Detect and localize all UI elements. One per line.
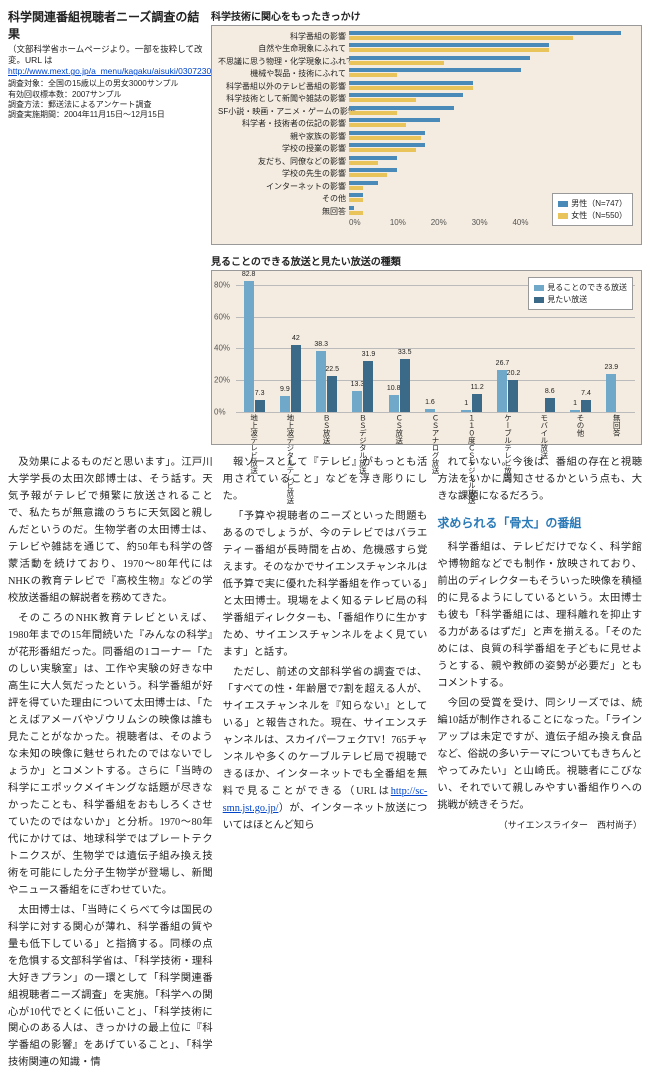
section-heading: 求められる「骨太」の番組 bbox=[437, 514, 642, 534]
chart2: 0%20%40%60%80%82.87.3地上波テレビ放送9.942地上波デジタ… bbox=[211, 270, 642, 445]
byline: （サイエンスライター 西村尚子） bbox=[437, 818, 642, 833]
chart1: 科学番組の影響自然や生命現象にふれて不思議に思う物理・化学現象にふれて機械や製品… bbox=[211, 25, 642, 245]
column-1: 及効果によるものだと思います」。江戸川大学学長の太田次郎博士は、そう話す。天気予… bbox=[8, 455, 213, 1075]
header-subtitle: （文部科学省ホームページより。一部を抜粋して改変。URL は http://ww… bbox=[8, 44, 203, 77]
survey-metadata: 調査対象：全国の15歳以上の男女3000サンプル有効回収標本数：2007サンプル… bbox=[8, 79, 203, 121]
chart2-title: 見ることのできる放送と見たい放送の種類 bbox=[211, 253, 642, 268]
page-title: 科学関連番組視聴者ニーズ調査の結果 bbox=[8, 8, 203, 42]
body-url[interactable]: http://sc-smn.jst.go.jp/ bbox=[223, 786, 428, 814]
article-body: 及効果によるものだと思います」。江戸川大学学長の太田次郎博士は、そう話す。天気予… bbox=[8, 455, 642, 1075]
chart1-title: 科学技術に関心をもったきっかけ bbox=[211, 8, 642, 23]
column-3: れていない。今後は、番組の存在と視聴方法をいかに周知させるかという点も、大きな課… bbox=[437, 455, 642, 1075]
column-2: 報ソースとして『テレビ』がもっとも活用されていること」などを浮き彫りにした。「予… bbox=[223, 455, 428, 1075]
